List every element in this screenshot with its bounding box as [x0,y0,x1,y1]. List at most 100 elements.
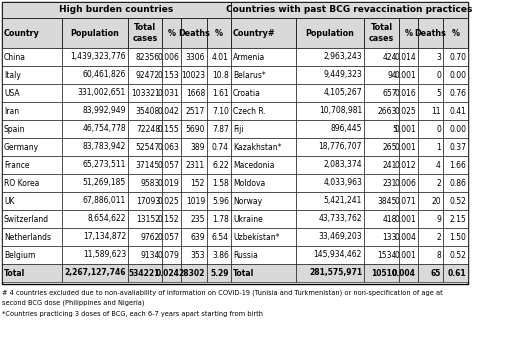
Text: 0.00: 0.00 [449,71,466,80]
Bar [418,210,443,228]
Bar [231,138,296,156]
Text: 9134: 9134 [141,251,160,259]
Text: 3845: 3845 [378,197,397,205]
Bar [296,264,364,282]
Bar [231,84,296,102]
Bar [181,84,207,102]
Bar [62,156,128,174]
Bar [181,102,207,120]
Bar [399,228,418,246]
Text: 5.96: 5.96 [212,197,229,205]
Bar [181,210,207,228]
Bar [418,174,443,192]
Text: 7.87: 7.87 [212,124,229,134]
Text: 3: 3 [436,53,441,61]
Text: 9762: 9762 [141,233,160,241]
Text: 331,002,651: 331,002,651 [78,88,126,98]
Bar [443,174,468,192]
Bar [2,210,62,228]
Bar [443,192,468,210]
Bar [2,120,62,138]
Bar [2,264,62,282]
Bar [128,174,162,192]
Bar [181,192,207,210]
Text: Countries with past BCG revaccination practices: Countries with past BCG revaccination pr… [226,5,473,15]
Bar [181,18,207,48]
Text: Spain: Spain [4,124,25,134]
Bar [2,48,62,66]
Bar [418,18,443,48]
Bar [231,120,296,138]
Text: 2,963,243: 2,963,243 [323,53,362,61]
Bar [418,120,443,138]
Text: 2663: 2663 [378,106,397,116]
Bar [296,102,364,120]
Text: Total: Total [233,268,254,278]
Bar [128,66,162,84]
Text: 37145: 37145 [136,160,160,170]
Bar [231,210,296,228]
Text: 0.071: 0.071 [394,197,416,205]
Text: 0.004: 0.004 [392,268,416,278]
Text: UK: UK [4,197,15,205]
Bar [128,156,162,174]
Bar [443,228,468,246]
Bar [207,120,231,138]
Bar [2,138,62,156]
Bar [207,66,231,84]
Bar [62,246,128,264]
Text: 51,269,185: 51,269,185 [83,179,126,187]
Text: 94: 94 [387,71,397,80]
Bar [418,138,443,156]
Text: Deaths: Deaths [178,28,210,38]
Text: France: France [4,160,30,170]
Text: 1668: 1668 [186,88,205,98]
Text: Belgium: Belgium [4,251,35,259]
Bar [62,228,128,246]
Bar [128,246,162,264]
Bar [231,2,468,18]
Text: 28302: 28302 [179,268,205,278]
Text: 0.001: 0.001 [394,142,416,152]
Bar [443,246,468,264]
Text: 0.152: 0.152 [157,215,179,223]
Text: 424: 424 [383,53,397,61]
Bar [62,18,128,48]
Text: 265: 265 [383,142,397,152]
Text: 1: 1 [436,142,441,152]
Text: Population: Population [71,28,119,38]
Bar [231,18,296,48]
Text: 231: 231 [383,179,397,187]
Bar [296,138,364,156]
Text: 0.001: 0.001 [394,215,416,223]
Text: RO Korea: RO Korea [4,179,39,187]
Bar [207,102,231,120]
Text: 639: 639 [190,233,205,241]
Bar [128,18,162,48]
Bar [364,48,399,66]
Text: 2,267,127,746: 2,267,127,746 [64,268,126,278]
Text: 9,449,323: 9,449,323 [323,71,362,80]
Bar [296,120,364,138]
Bar [231,264,296,282]
Text: 145,934,462: 145,934,462 [313,251,362,259]
Bar [296,84,364,102]
Bar [231,228,296,246]
Text: 2311: 2311 [186,160,205,170]
Text: 1,439,323,776: 1,439,323,776 [71,53,126,61]
Bar [62,210,128,228]
Bar [181,120,207,138]
Bar [296,18,364,48]
Text: 10023: 10023 [181,71,205,80]
Text: 241: 241 [383,160,397,170]
Text: 0.012: 0.012 [394,160,416,170]
Text: Uzbekistan*: Uzbekistan* [233,233,280,241]
Text: 0.042: 0.042 [157,106,179,116]
Text: Switzerland: Switzerland [4,215,49,223]
Text: 235: 235 [190,215,205,223]
Bar [207,48,231,66]
Bar [443,156,468,174]
Text: 9: 9 [436,215,441,223]
Bar [399,138,418,156]
Bar [231,156,296,174]
